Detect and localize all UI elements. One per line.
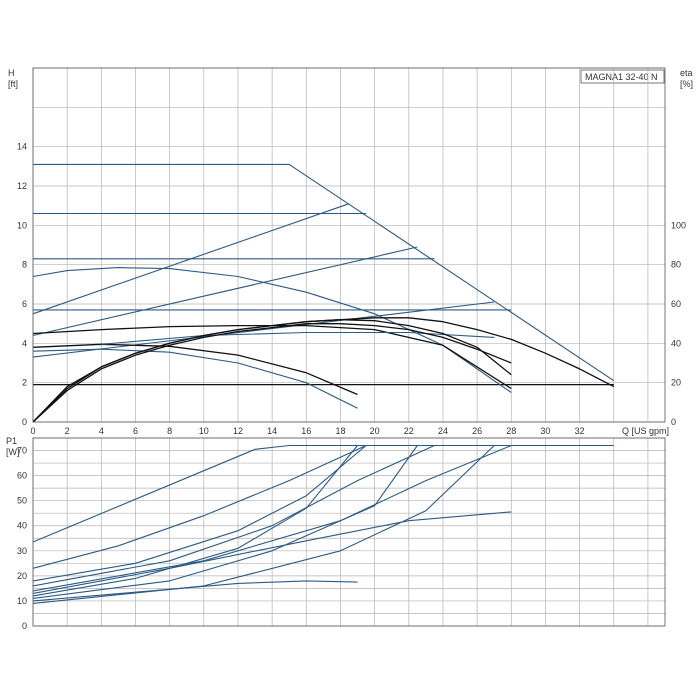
eta-tick-label: 40 bbox=[671, 338, 681, 348]
eta-tick-label: 20 bbox=[671, 378, 681, 388]
p1-tick-label: 70 bbox=[17, 446, 27, 456]
top-curve-16 bbox=[32, 319, 512, 423]
p1-tick-label: 30 bbox=[17, 546, 27, 556]
top-grid bbox=[32, 67, 665, 423]
top-tick-labels: 0 2 4 6 8 10 12 14 16 18 20 22 24 26 28 30 3202468101214… bbox=[17, 142, 686, 436]
x-tick-label: 8 bbox=[167, 426, 172, 436]
top-curve-13 bbox=[101, 331, 495, 345]
x-tick-label: 10 bbox=[199, 426, 209, 436]
x-tick-label: 26 bbox=[472, 426, 482, 436]
x-tick-label: 20 bbox=[370, 426, 380, 436]
top-y2-axis-unit: [%] bbox=[680, 79, 693, 89]
p1-tick-label: 20 bbox=[17, 571, 27, 581]
bottom-y-axis-title: P1 bbox=[6, 436, 17, 446]
bottom-curve-10 bbox=[32, 580, 358, 602]
top-y-axis-unit: [ft] bbox=[8, 79, 18, 89]
x-tick-label: 24 bbox=[438, 426, 448, 436]
h-tick-label: 6 bbox=[22, 299, 27, 309]
chart-title-box bbox=[580, 69, 665, 84]
p1-tick-label: 50 bbox=[17, 496, 27, 506]
bottom-curve-7 bbox=[32, 444, 512, 592]
h-tick-label: 8 bbox=[22, 260, 27, 270]
eta-tick-label: 80 bbox=[671, 260, 681, 270]
bottom-series bbox=[32, 444, 614, 604]
bottom-curve-6 bbox=[32, 445, 418, 599]
p1-tick-label: 10 bbox=[17, 596, 27, 606]
eta-tick-label: 0 bbox=[671, 417, 676, 427]
x-tick-label: 32 bbox=[575, 426, 585, 436]
x-axis-label: Q [US gpm] bbox=[622, 426, 669, 436]
bottom-y-axis-unit: [W] bbox=[6, 447, 20, 457]
bottom-curve-4 bbox=[32, 445, 358, 597]
h-tick-label: 14 bbox=[17, 142, 27, 152]
x-tick-label: 0 bbox=[30, 426, 35, 436]
top-y2-axis-title: eta bbox=[680, 68, 693, 78]
bottom-tick-labels: 0 10 20 30 40 50 60 70 bbox=[17, 446, 27, 631]
bottom-plot-frame bbox=[32, 437, 666, 627]
x-tick-label: 6 bbox=[133, 426, 138, 436]
top-curve-14 bbox=[32, 317, 615, 423]
x-tick-label: 30 bbox=[540, 426, 550, 436]
top-plot-frame bbox=[32, 67, 666, 423]
h-tick-label: 10 bbox=[17, 220, 27, 230]
h-tick-label: 4 bbox=[22, 338, 27, 348]
top-y-axis-title: H bbox=[8, 68, 15, 78]
top-curve-15 bbox=[32, 323, 512, 423]
x-tick-label: 28 bbox=[506, 426, 516, 436]
bottom-curve-3 bbox=[32, 445, 367, 582]
top-curve-9 bbox=[32, 267, 512, 393]
chart-title: MAGNA1 32-40 N bbox=[585, 72, 658, 82]
bottom-curve-5 bbox=[32, 444, 435, 587]
top-curve-11 bbox=[32, 343, 358, 396]
eta-tick-label: 100 bbox=[671, 220, 686, 230]
x-tick-label: 14 bbox=[267, 426, 277, 436]
p1-tick-label: 60 bbox=[17, 471, 27, 481]
bottom-curve-2 bbox=[32, 444, 367, 569]
h-tick-label: 12 bbox=[17, 181, 27, 191]
x-tick-label: 16 bbox=[301, 426, 311, 436]
eta-tick-label: 60 bbox=[671, 299, 681, 309]
x-tick-label: 12 bbox=[233, 426, 243, 436]
x-tick-label: 2 bbox=[65, 426, 70, 436]
p1-tick-label: 0 bbox=[22, 621, 27, 631]
top-curve-7 bbox=[32, 246, 418, 337]
p1-tick-label: 40 bbox=[17, 521, 27, 531]
top-curve-8 bbox=[32, 301, 495, 358]
top-curve-1 bbox=[33, 163, 615, 382]
h-tick-label: 0 bbox=[22, 417, 27, 427]
x-tick-label: 22 bbox=[404, 426, 414, 436]
h-tick-label: 2 bbox=[22, 378, 27, 388]
bottom-curve-1 bbox=[32, 444, 614, 543]
bottom-curve-9 bbox=[32, 511, 512, 594]
top-curve-10 bbox=[32, 348, 358, 409]
top-curve-6 bbox=[32, 203, 350, 315]
top-series bbox=[32, 163, 615, 423]
x-tick-label: 4 bbox=[99, 426, 104, 436]
x-tick-label: 18 bbox=[335, 426, 345, 436]
bottom-curve-8 bbox=[32, 445, 495, 604]
